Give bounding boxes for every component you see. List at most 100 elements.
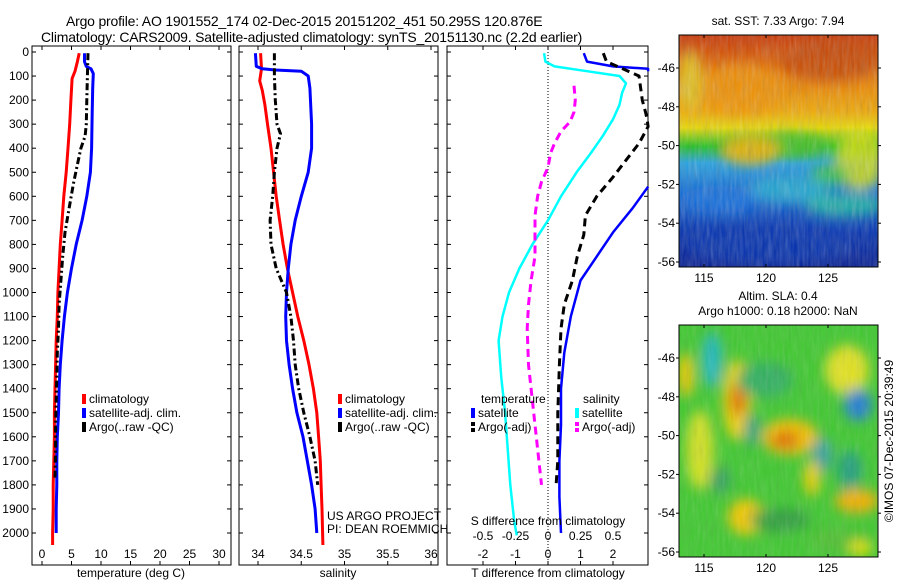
y-tick-label: 900	[9, 261, 29, 275]
lon-tick-label: 120	[756, 561, 776, 575]
x-tick-label: 5	[68, 547, 75, 561]
salinity-ticks: 34 34.5 35 35.5 36	[239, 46, 438, 565]
lat-tick-label: -54	[658, 216, 676, 230]
s-tick-label: -0.25	[502, 529, 530, 543]
s-tick-label: 0.5	[605, 529, 622, 543]
legend-entry: Argo(..raw -QC)	[89, 420, 174, 434]
x-tick-label: 36	[424, 547, 438, 561]
sla-map-ticks: 115 120 125 -46 -48 -50 -52 -54 -56	[658, 325, 881, 575]
x-tick-label: 0	[39, 547, 46, 561]
difference-series	[497, 52, 650, 536]
temperature-line	[53, 53, 90, 478]
legend-entry: satellite	[478, 406, 519, 420]
x-tick-label: 35.5	[376, 547, 400, 561]
y-tick-label: 0	[22, 45, 29, 59]
temperature-series	[51, 52, 95, 545]
y-tick-label: 1700	[2, 454, 29, 468]
project-annotation-line1: US ARGO PROJECT	[327, 509, 442, 523]
difference-legend: temperature salinitysatelliteArgo(-adj)sa…	[471, 392, 635, 434]
x-tick-label: 25	[183, 547, 197, 561]
sst-map-ticks: 115 120 125 -46 -48 -50 -52 -54 -56	[658, 35, 881, 285]
difference-line	[554, 52, 650, 486]
sla-map-title-line2: Argo h1000: 0.18 h2000: NaN	[698, 304, 857, 318]
sla-map-frame	[678, 324, 879, 558]
temperature-x-label: temperature (deg C)	[77, 566, 185, 580]
lat-tick-label: -48	[658, 390, 676, 404]
y-tick-label: 1600	[2, 430, 29, 444]
y-tick-label: 1800	[2, 478, 29, 492]
figure-title-line2: Climatology: CARS2009. Satellite-adjuste…	[41, 29, 583, 45]
sla-heatmap	[679, 325, 878, 557]
sst-map-title: sat. SST: 7.33 Argo: 7.94	[712, 14, 845, 28]
lat-tick-label: -50	[658, 139, 676, 153]
x-tick-label: 34	[251, 547, 265, 561]
legend-entry: satellite-adj. clim.	[345, 406, 437, 420]
s-tick-label: 0.25	[569, 529, 593, 543]
legend-entry: climatology	[89, 392, 149, 406]
legend-entry: satellite-adj. clim.	[89, 406, 181, 420]
y-tick-label: 1100	[3, 310, 29, 324]
legend-header-salinity: salinity	[583, 392, 620, 406]
lon-tick-label: 115	[694, 561, 713, 575]
s-tick-label: -0.5	[473, 529, 494, 543]
t-difference-label: T difference from climatology	[471, 566, 625, 580]
sst-heatmap	[679, 35, 878, 267]
y-tick-label: 1300	[2, 358, 29, 372]
y-tick-label: 1000	[2, 286, 29, 300]
legend-entry: climatology	[345, 392, 405, 406]
legend-entry: Argo(-adj)	[582, 420, 635, 434]
x-tick-label: 35	[338, 547, 352, 561]
sst-map-frame	[678, 34, 879, 268]
difference-line	[525, 85, 577, 486]
y-tick-label: 100	[9, 69, 29, 83]
salinity-line	[268, 53, 320, 486]
y-tick-label: 700	[9, 213, 29, 227]
x-tick-label: 10	[94, 547, 108, 561]
lat-tick-label: -56	[658, 255, 676, 269]
figure-title-line1: Argo profile: AO 1901552_174 02-Dec-2015…	[66, 13, 543, 29]
difference-panel: -2 -1 0 1 2 -0.5 -0.25 0 0.25 0.5 temperature sali…	[446, 45, 650, 580]
salinity-axes-frame	[238, 45, 439, 566]
lon-tick-label: 115	[694, 271, 713, 285]
y-tick-label: 1500	[2, 406, 29, 420]
sla-map-panel: Altim. SLA: 0.4 Argo h1000: 0.18 h2000: …	[658, 289, 896, 575]
y-tick-label: 300	[9, 117, 29, 131]
lat-tick-label: -52	[658, 467, 676, 481]
temperature-ticks: 0100200300400500600700800900100011001200…	[2, 45, 231, 565]
salinity-x-label: salinity	[320, 566, 357, 580]
difference-line	[582, 52, 650, 72]
difference-ticks: -2 -1 0 1 2 -0.5 -0.25 0 0.25 0.5	[447, 46, 648, 565]
legend-header-temperature: temperature	[481, 392, 546, 406]
lat-tick-label: -46	[658, 351, 676, 365]
lon-tick-label: 125	[818, 271, 838, 285]
lat-tick-label: -52	[658, 177, 676, 191]
x-tick-label: 0	[545, 547, 552, 561]
y-tick-label: 2000	[2, 526, 29, 540]
legend-entry: Argo(..raw -QC)	[345, 420, 430, 434]
salinity-panel: 34 34.5 35 35.5 36 climatologysatellite-adj.…	[238, 45, 448, 580]
y-tick-label: 1900	[2, 502, 29, 516]
sst-map-panel: sat. SST: 7.33 Argo: 7.94 115 120 125 -46 -4…	[658, 14, 881, 285]
temperature-panel: 0100200300400500600700800900100011001200…	[2, 45, 232, 580]
salinity-series	[253, 53, 325, 546]
temperature-line	[51, 52, 81, 545]
y-tick-label: 600	[9, 189, 29, 203]
lat-tick-label: -50	[658, 429, 676, 443]
y-tick-label: 500	[9, 165, 29, 179]
x-tick-label: 30	[212, 547, 226, 561]
sla-map-title-line1: Altim. SLA: 0.4	[738, 289, 818, 303]
x-tick-label: 20	[153, 547, 167, 561]
s-difference-label: S difference from climatology	[471, 514, 626, 528]
project-annotation-line2: PI: DEAN ROEMMICH	[327, 522, 448, 536]
lon-tick-label: 125	[818, 561, 838, 575]
difference-line	[558, 185, 650, 534]
difference-line	[497, 53, 628, 536]
legend-entry: satellite	[582, 406, 623, 420]
y-tick-label: 1200	[2, 334, 29, 348]
lat-tick-label: -56	[658, 545, 676, 559]
lat-tick-label: -48	[658, 100, 676, 114]
s-tick-label: 0	[545, 529, 552, 543]
